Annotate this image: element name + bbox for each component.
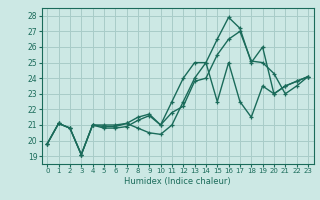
X-axis label: Humidex (Indice chaleur): Humidex (Indice chaleur) <box>124 177 231 186</box>
